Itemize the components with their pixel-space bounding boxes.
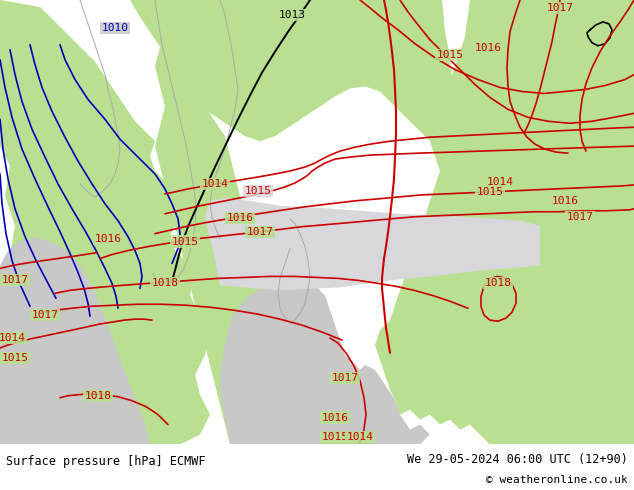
Text: 1015: 1015 xyxy=(436,49,463,60)
Text: 1014: 1014 xyxy=(347,433,373,442)
Text: 1017: 1017 xyxy=(332,373,358,383)
Polygon shape xyxy=(130,0,465,161)
Text: 1014: 1014 xyxy=(202,179,228,189)
Text: © weatheronline.co.uk: © weatheronline.co.uk xyxy=(486,475,628,485)
Text: 1015: 1015 xyxy=(1,353,29,363)
Polygon shape xyxy=(375,0,634,444)
Text: 1015: 1015 xyxy=(321,433,349,442)
Text: 1017: 1017 xyxy=(247,227,273,237)
Text: We 29-05-2024 06:00 UTC (12+90): We 29-05-2024 06:00 UTC (12+90) xyxy=(407,452,628,466)
Text: 1016: 1016 xyxy=(321,413,349,422)
Text: 1015: 1015 xyxy=(245,186,271,196)
Text: 1016: 1016 xyxy=(552,196,578,206)
Polygon shape xyxy=(150,0,290,444)
Text: Surface pressure [hPa] ECMWF: Surface pressure [hPa] ECMWF xyxy=(6,455,206,468)
Text: 1018: 1018 xyxy=(152,278,179,288)
Polygon shape xyxy=(510,0,634,255)
Text: 1015: 1015 xyxy=(172,237,198,246)
Text: 1014: 1014 xyxy=(0,333,25,343)
Text: 1018: 1018 xyxy=(84,391,112,401)
Text: 1017: 1017 xyxy=(547,3,574,13)
Text: 1010: 1010 xyxy=(101,23,129,33)
Polygon shape xyxy=(475,370,560,444)
Text: 1013: 1013 xyxy=(278,10,306,20)
Polygon shape xyxy=(220,277,370,444)
Text: 1018: 1018 xyxy=(484,278,512,288)
Polygon shape xyxy=(595,245,634,325)
Polygon shape xyxy=(320,365,430,444)
Polygon shape xyxy=(578,365,634,444)
Text: 1014: 1014 xyxy=(486,177,514,187)
Polygon shape xyxy=(205,198,540,290)
Text: 1017: 1017 xyxy=(32,310,58,320)
Text: 1016: 1016 xyxy=(474,43,501,53)
Text: 1016: 1016 xyxy=(94,234,122,244)
Polygon shape xyxy=(0,0,210,444)
Text: 1017: 1017 xyxy=(1,275,29,285)
Text: 1015: 1015 xyxy=(477,187,503,197)
Text: 1016: 1016 xyxy=(226,213,254,223)
Polygon shape xyxy=(0,238,150,444)
Text: 1017: 1017 xyxy=(567,212,593,222)
